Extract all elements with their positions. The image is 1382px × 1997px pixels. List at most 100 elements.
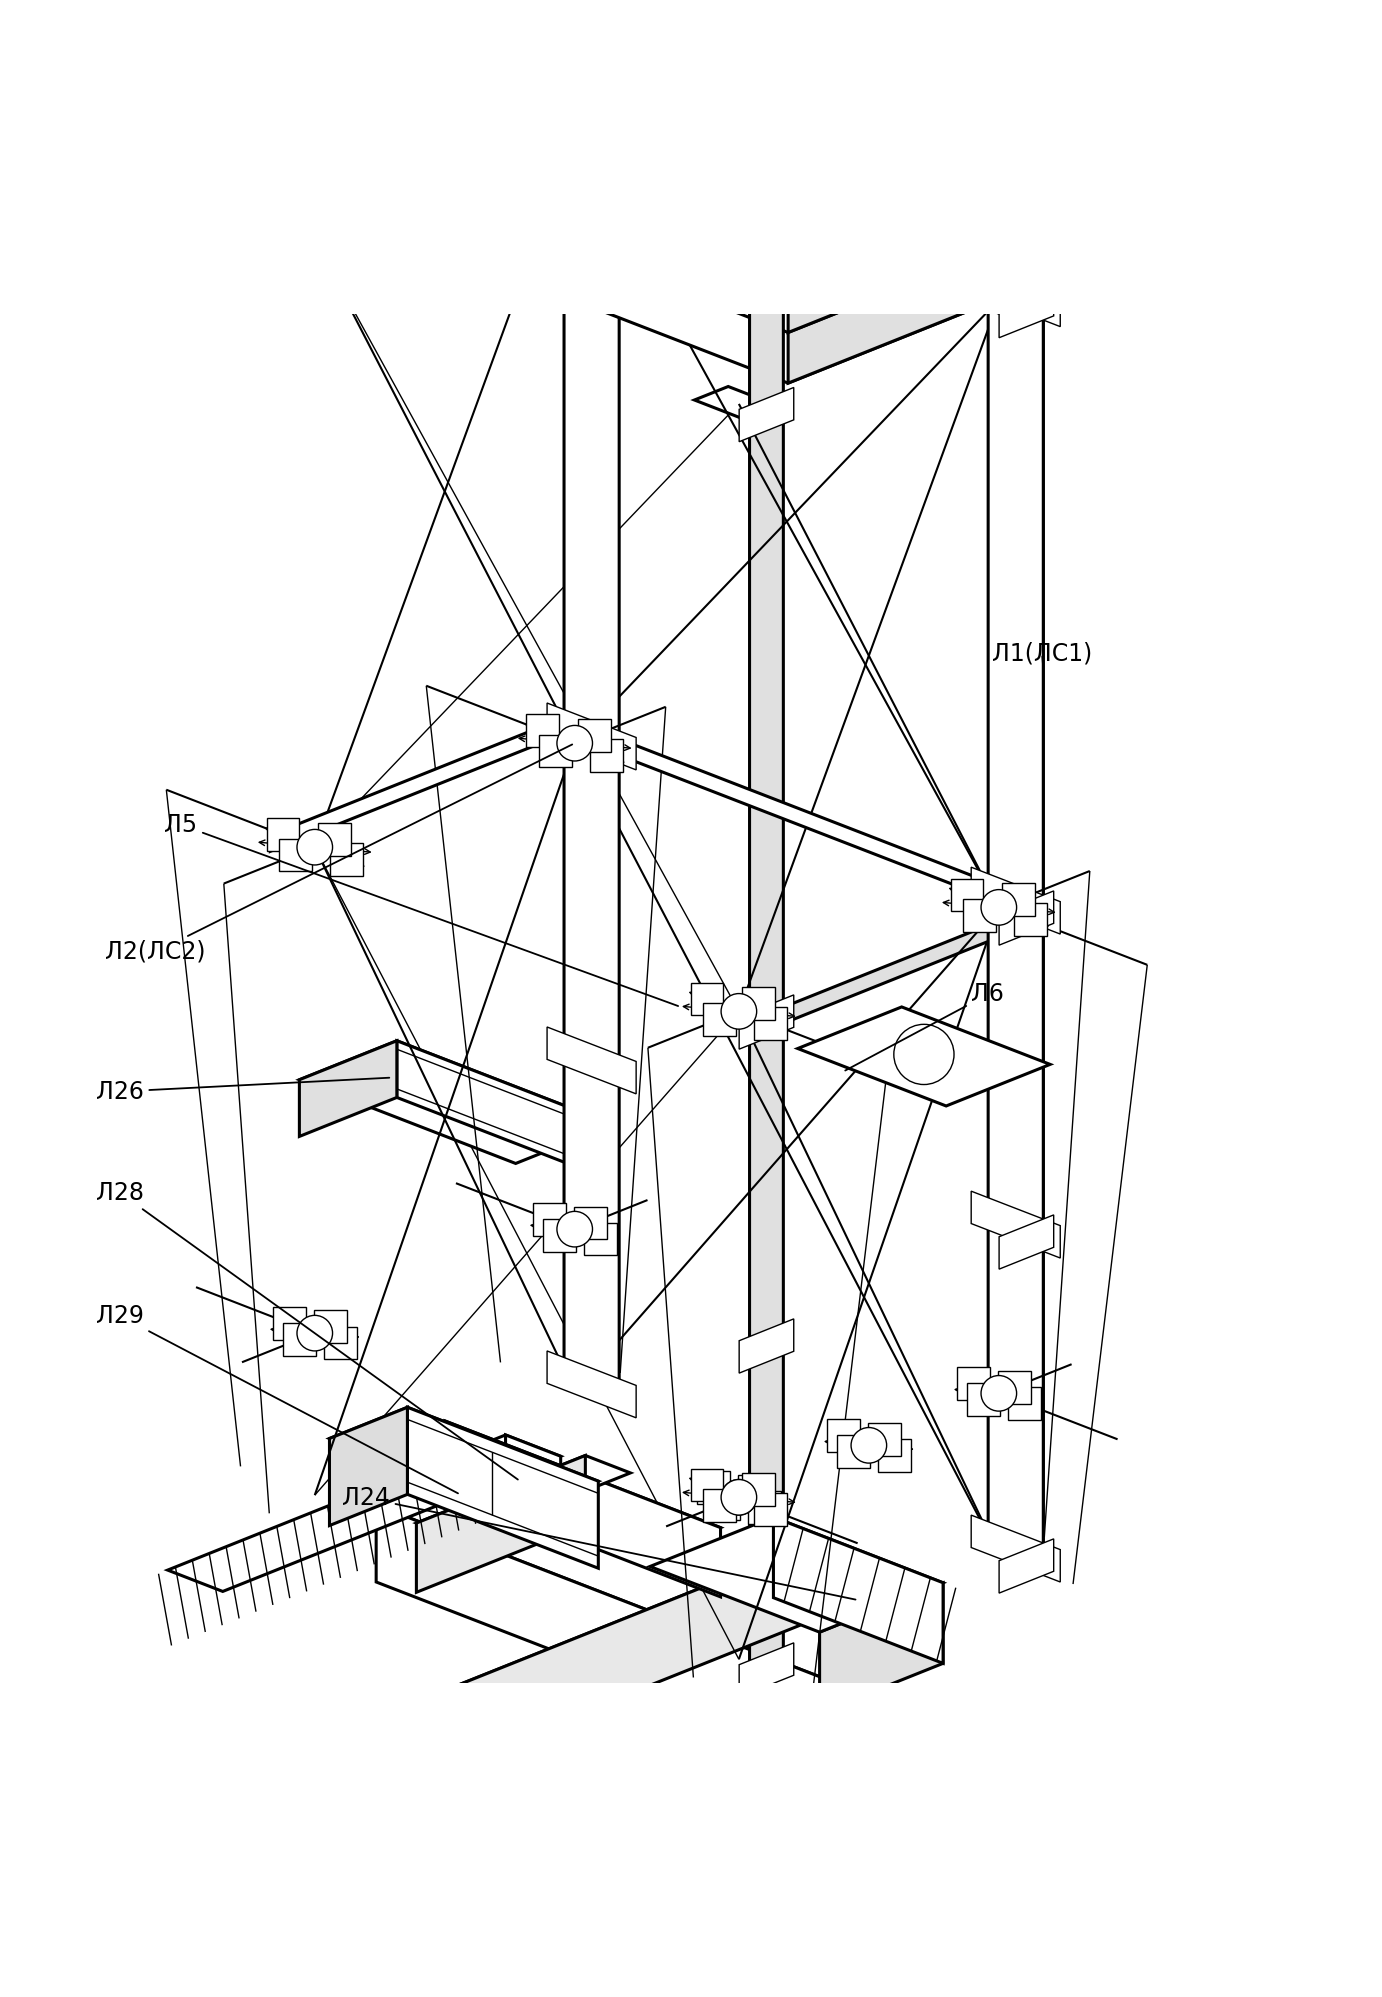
Polygon shape — [742, 1474, 775, 1506]
Polygon shape — [739, 1644, 793, 1697]
Polygon shape — [1009, 304, 1043, 1574]
Circle shape — [981, 889, 1017, 925]
Polygon shape — [706, 1488, 739, 1520]
Polygon shape — [749, 407, 784, 1677]
Polygon shape — [271, 222, 359, 258]
Polygon shape — [329, 1408, 598, 1512]
Polygon shape — [739, 995, 793, 1048]
Text: Л6: Л6 — [846, 983, 1005, 1070]
Circle shape — [981, 1376, 1017, 1412]
Polygon shape — [318, 823, 351, 857]
Polygon shape — [694, 387, 784, 421]
Polygon shape — [826, 1420, 860, 1452]
Polygon shape — [300, 1040, 614, 1164]
Polygon shape — [878, 1438, 911, 1472]
Polygon shape — [988, 130, 1043, 304]
Polygon shape — [742, 987, 775, 1020]
Polygon shape — [300, 1040, 397, 1136]
Polygon shape — [788, 0, 1204, 333]
Circle shape — [297, 829, 333, 865]
Polygon shape — [547, 1350, 636, 1418]
Polygon shape — [1009, 152, 1043, 318]
Polygon shape — [408, 1408, 598, 1568]
Polygon shape — [416, 1456, 586, 1592]
Polygon shape — [963, 899, 996, 931]
Polygon shape — [972, 1190, 1060, 1258]
Circle shape — [894, 1024, 954, 1084]
Polygon shape — [748, 1490, 781, 1524]
Polygon shape — [837, 1436, 869, 1468]
Polygon shape — [868, 1422, 901, 1456]
Polygon shape — [564, 118, 619, 1396]
Polygon shape — [951, 879, 984, 911]
Polygon shape — [1007, 1386, 1041, 1420]
Polygon shape — [525, 0, 1204, 166]
Polygon shape — [531, 118, 619, 154]
Polygon shape — [739, 387, 793, 441]
Text: Л2(ЛС2): Л2(ЛС2) — [105, 745, 572, 965]
Polygon shape — [999, 891, 1053, 945]
Circle shape — [851, 1428, 887, 1464]
Polygon shape — [999, 1214, 1053, 1270]
Circle shape — [721, 1480, 757, 1516]
Polygon shape — [699, 1725, 1007, 1845]
Polygon shape — [564, 717, 1043, 919]
Polygon shape — [283, 1322, 315, 1356]
Circle shape — [829, 1759, 879, 1807]
Polygon shape — [344, 1506, 991, 1755]
Polygon shape — [972, 867, 1060, 935]
Polygon shape — [323, 1326, 357, 1360]
Polygon shape — [650, 1518, 943, 1632]
Polygon shape — [109, 0, 1204, 383]
Polygon shape — [416, 1456, 630, 1540]
Polygon shape — [739, 1318, 793, 1374]
Polygon shape — [314, 1310, 347, 1344]
Polygon shape — [774, 1518, 943, 1664]
Polygon shape — [999, 1540, 1053, 1594]
Polygon shape — [797, 1006, 1050, 1106]
Polygon shape — [448, 1548, 853, 1709]
Polygon shape — [738, 1474, 771, 1508]
Polygon shape — [972, 260, 1060, 328]
Circle shape — [297, 1316, 333, 1350]
Polygon shape — [590, 739, 623, 773]
Polygon shape — [703, 1488, 735, 1522]
Polygon shape — [574, 1206, 607, 1240]
Polygon shape — [167, 1436, 561, 1592]
Polygon shape — [329, 1408, 408, 1526]
Text: Л26: Л26 — [95, 1078, 390, 1104]
Polygon shape — [788, 0, 1204, 70]
Polygon shape — [543, 1218, 575, 1252]
Polygon shape — [955, 282, 1043, 318]
Text: Л5: Л5 — [164, 813, 679, 1006]
Polygon shape — [397, 1040, 614, 1180]
Polygon shape — [109, 0, 1204, 333]
Polygon shape — [417, 1422, 720, 1538]
Polygon shape — [956, 1368, 990, 1400]
Polygon shape — [547, 96, 636, 162]
Polygon shape — [697, 1472, 730, 1504]
Circle shape — [721, 995, 757, 1028]
Polygon shape — [578, 719, 611, 751]
Circle shape — [721, 1480, 757, 1516]
Polygon shape — [272, 1306, 305, 1340]
Polygon shape — [1014, 903, 1048, 937]
Polygon shape — [967, 1384, 999, 1416]
Polygon shape — [998, 1370, 1031, 1404]
Polygon shape — [279, 839, 312, 871]
Polygon shape — [527, 715, 560, 747]
Polygon shape — [109, 0, 1204, 120]
Text: Л1(ЛС1): Л1(ЛС1) — [992, 641, 1092, 665]
Polygon shape — [330, 843, 363, 877]
Polygon shape — [755, 1494, 788, 1526]
Polygon shape — [1002, 883, 1035, 917]
Polygon shape — [788, 166, 1204, 383]
Text: Л28: Л28 — [95, 1180, 518, 1480]
Polygon shape — [755, 1006, 788, 1040]
Polygon shape — [445, 1422, 720, 1598]
Text: Л29: Л29 — [95, 1304, 457, 1494]
Polygon shape — [583, 1222, 616, 1256]
Polygon shape — [525, 0, 1204, 218]
Polygon shape — [506, 1436, 561, 1534]
Polygon shape — [972, 1516, 1060, 1582]
